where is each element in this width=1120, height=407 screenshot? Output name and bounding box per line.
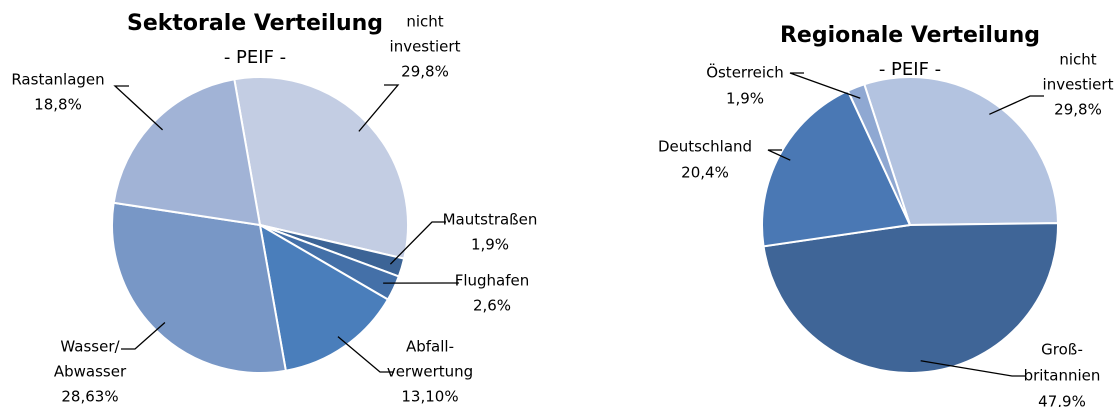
pie-slice	[258, 223, 390, 372]
data-label: 28,63%	[61, 388, 118, 406]
slice-label: Mautstraßen	[443, 211, 538, 229]
data-label: 18,8%	[34, 96, 82, 114]
chart-subtitle: - PEIF -	[879, 59, 941, 80]
chart-subtitle: - PEIF -	[224, 47, 286, 68]
slice-label: Abfall-	[406, 338, 454, 356]
data-label: 29,8%	[1054, 101, 1102, 119]
pie-slice	[111, 201, 288, 374]
slice-label: investiert	[1043, 76, 1114, 94]
slice-label: Wasser/	[60, 338, 120, 356]
leader-line	[920, 360, 1026, 377]
data-label: 29,8%	[401, 63, 449, 81]
leader-line	[389, 221, 446, 265]
slice-label: Rastanlagen	[11, 71, 104, 89]
chart-title: Regionale Verteilung	[780, 23, 1040, 48]
slice-label: nicht	[406, 13, 443, 31]
pie-slice	[846, 82, 911, 226]
slice-label: britannien	[1024, 367, 1101, 385]
leader-line	[337, 336, 394, 373]
slice-label: nicht	[1059, 51, 1096, 69]
leader-line	[358, 84, 400, 132]
chart-title: Sektorale Verteilung	[127, 11, 383, 36]
leader-line	[989, 95, 1044, 115]
slice-label: Abwasser	[54, 363, 127, 381]
data-label: 47,9%	[1038, 393, 1086, 407]
leader-line	[789, 72, 861, 99]
pie-slice	[112, 78, 262, 227]
data-label: 20,4%	[681, 164, 729, 182]
slice-label: investiert	[390, 38, 461, 56]
slice-label: Deutschland	[658, 138, 752, 156]
data-label: 1,9%	[726, 90, 764, 108]
slice-label: verwertung	[387, 363, 473, 381]
pie-slice	[762, 222, 1059, 375]
data-label: 13,10%	[401, 388, 458, 406]
pie-slice	[233, 76, 409, 260]
leader-line	[121, 321, 166, 350]
pie-slice	[863, 76, 1060, 227]
data-label: 2,6%	[473, 297, 511, 315]
slice-label: Flughafen	[455, 272, 530, 290]
leader-line	[767, 149, 791, 161]
slice-label: Österreich	[706, 63, 784, 82]
data-label: 1,9%	[471, 236, 509, 254]
pie-slice	[761, 89, 912, 248]
slice-label: Groß-	[1041, 341, 1083, 359]
leader-line	[113, 85, 164, 131]
